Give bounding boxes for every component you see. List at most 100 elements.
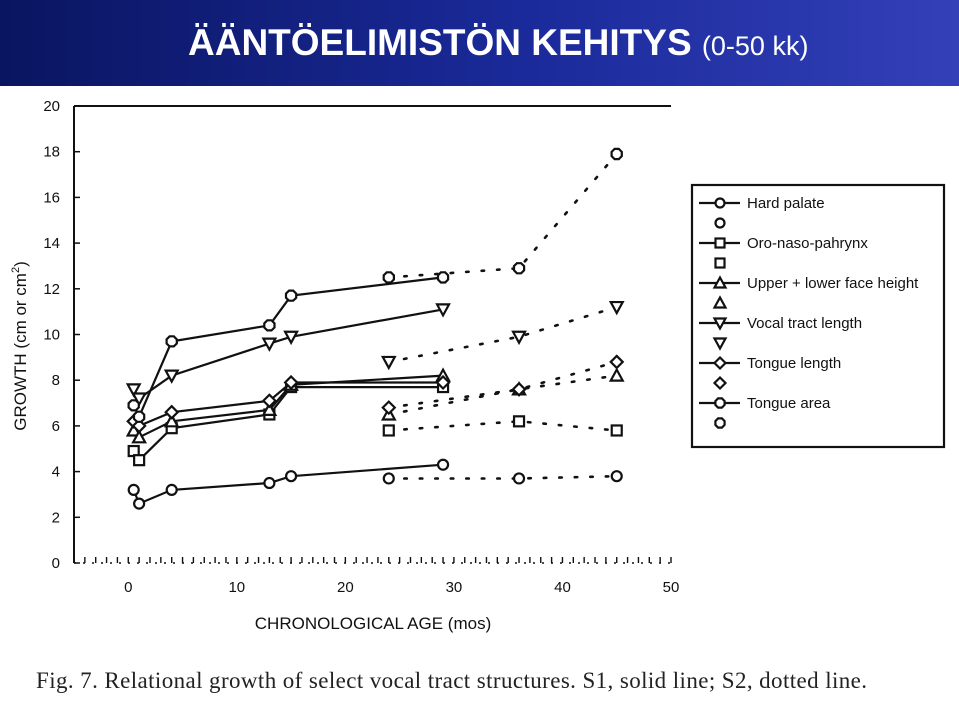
- y-tick-label: 14: [43, 235, 60, 252]
- x-tick-label: 20: [337, 579, 354, 596]
- legend-marker: [714, 397, 726, 409]
- data-point: [263, 319, 276, 332]
- data-point: [610, 424, 623, 437]
- y-tick-label: 10: [43, 327, 60, 344]
- data-point: [511, 330, 527, 346]
- y-tick-label: 12: [43, 281, 60, 298]
- x-tick-label: 40: [554, 579, 571, 596]
- legend-entry: Vocal tract length: [699, 315, 862, 332]
- data-point: [382, 472, 395, 485]
- legend-entry: Tongue length: [699, 355, 841, 372]
- data-point: [283, 374, 299, 391]
- legend-entry: [712, 375, 728, 391]
- data-point: [435, 303, 451, 318]
- legend-label: Tongue length: [747, 355, 841, 372]
- data-point: [283, 330, 299, 346]
- data-point: [261, 393, 277, 409]
- series-line: [387, 474, 619, 480]
- slide-title-main: ÄÄNTÖELIMISTÖN KEHITYS: [188, 22, 692, 63]
- legend-entry: [712, 337, 728, 351]
- legend-entry: Tongue area: [699, 395, 831, 412]
- data-point: [132, 410, 146, 423]
- series-line: [387, 305, 619, 364]
- data-point: [610, 147, 623, 161]
- series-tongue-area-s2: [382, 147, 623, 284]
- x-axis-label: CHRONOLOGICAL AGE (mos): [255, 614, 491, 633]
- data-point: [512, 415, 526, 428]
- data-point: [512, 472, 526, 485]
- legend-marker: [712, 295, 728, 309]
- y-axis-label-text: GROWTH (cm or cm: [11, 273, 30, 431]
- y-tick-label: 0: [52, 555, 60, 572]
- data-point: [511, 381, 527, 397]
- legend-label: Tongue area: [747, 395, 831, 412]
- series-line: [387, 152, 619, 279]
- data-point: [133, 497, 146, 510]
- series-vocal-tract-length-s2: [380, 300, 625, 371]
- data-point: [512, 262, 526, 275]
- y-tick-label: 6: [52, 418, 60, 435]
- slide-title-suffix: (0-50 kk): [701, 31, 809, 61]
- legend-label: Hard palate: [747, 195, 825, 212]
- data-point: [436, 271, 450, 284]
- y-tick-label: 2: [52, 509, 60, 526]
- data-point: [131, 429, 147, 444]
- data-point: [284, 289, 298, 302]
- data-point: [609, 354, 625, 370]
- x-tick-label: 50: [663, 579, 680, 596]
- legend-marker: [712, 355, 728, 371]
- legend-entry: Oro-naso-pahrynx: [699, 235, 868, 252]
- series-line: [387, 360, 619, 409]
- y-axis-label-superscript: 2: [10, 267, 22, 273]
- series-tongue-length-s1: [126, 374, 451, 434]
- y-axis-label: GROWTH (cm or cm2): [10, 261, 30, 431]
- legend-entry: [714, 417, 726, 429]
- legend-entry: [712, 295, 728, 309]
- legend-marker: [712, 375, 728, 391]
- series-hard-palate-s2: [382, 470, 623, 485]
- legend-marker: [714, 217, 726, 229]
- series-line: [132, 386, 444, 462]
- y-tick-label: 16: [43, 189, 60, 206]
- legend-marker: [714, 197, 726, 209]
- y-axis-label-group: GROWTH (cm or cm2): [10, 261, 30, 431]
- slide-header: ÄÄNTÖELIMISTÖN KEHITYS (0-50 kk): [0, 0, 959, 86]
- series-layer: [125, 147, 625, 510]
- legend-entry: [714, 257, 726, 269]
- legend: Hard palate Oro-naso-pahrynx Upper + lower…: [690, 183, 946, 449]
- legend-marker: [714, 257, 726, 269]
- data-point: [435, 374, 451, 391]
- data-point: [261, 401, 278, 417]
- data-point: [127, 399, 140, 412]
- legend-entry: Hard palate: [699, 195, 825, 212]
- y-axis-label-close: ): [11, 261, 30, 267]
- x-tick-label: 0: [124, 579, 132, 596]
- legend-entry: Upper + lower face height: [699, 275, 919, 292]
- data-point: [436, 458, 450, 471]
- legend-marker: [712, 275, 728, 289]
- series-tongue-area-s1: [127, 271, 450, 423]
- axes: 0 2 4 6 8 10 12 14 16 18 20 0 10 20 30 40 50: [43, 98, 679, 596]
- series-hard-palate-s1: [127, 458, 450, 510]
- data-point: [610, 470, 623, 483]
- growth-chart: 0 2 4 6 8 10 12 14 16 18 20 0 10 20 30 40 50 Hard palate…: [10, 98, 946, 633]
- y-tick-label: 4: [52, 464, 60, 481]
- data-point: [133, 454, 146, 467]
- x-tick-label: 30: [446, 579, 463, 596]
- data-point: [261, 337, 278, 352]
- data-point: [131, 418, 147, 434]
- x-tick-label: 10: [228, 579, 245, 596]
- legend-marker: [714, 417, 726, 429]
- slide-title: ÄÄNTÖELIMISTÖN KEHITYS (0-50 kk): [188, 22, 808, 64]
- data-point: [382, 424, 395, 437]
- data-point: [263, 476, 276, 490]
- legend-marker: [712, 337, 728, 351]
- data-point: [284, 470, 298, 483]
- data-point: [608, 367, 625, 382]
- legend-label: Vocal tract length: [747, 315, 862, 332]
- legend-marker: [714, 237, 726, 249]
- data-point: [165, 483, 178, 496]
- legend-label: Oro-naso-pahrynx: [747, 235, 868, 252]
- y-tick-label: 18: [43, 144, 60, 161]
- figure-caption: Fig. 7. Relational growth of select voca…: [36, 668, 868, 693]
